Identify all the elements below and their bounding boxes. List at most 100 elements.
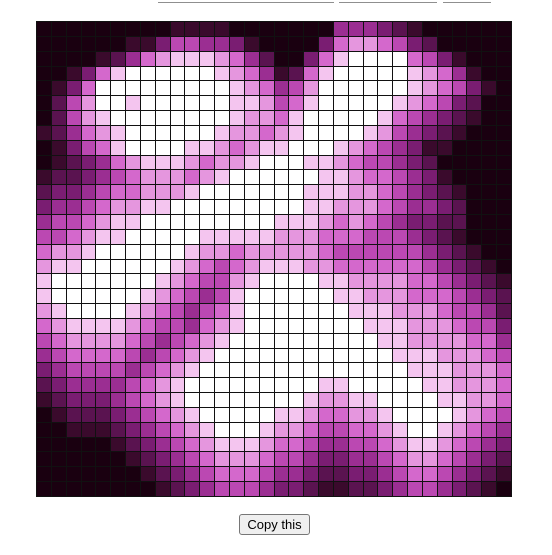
pixel-cell: [467, 155, 482, 170]
pixel-cell: [170, 200, 185, 214]
pixel-cell: [185, 111, 200, 125]
pixel-cell: [185, 274, 200, 289]
pixel-cell: [51, 66, 66, 81]
pixel-cell: [229, 111, 244, 125]
pixel-cell: [66, 304, 81, 318]
pixel-cell: [185, 170, 200, 185]
pixel-cell: [66, 467, 81, 482]
pixel-cell: [289, 36, 304, 51]
pixel-cell: [37, 407, 51, 422]
pixel-cell: [289, 363, 304, 378]
pixel-cell: [333, 244, 348, 259]
pixel-cell: [126, 22, 140, 36]
pixel-cell: [96, 437, 111, 452]
pixel-cell: [333, 437, 348, 452]
pixel-cell: [467, 22, 482, 36]
pixel-cell: [200, 185, 215, 200]
pixel-cell: [170, 363, 185, 378]
pixel-cell: [244, 229, 259, 244]
pixel-cell: [393, 482, 408, 496]
pixel-cell: [155, 96, 170, 111]
pixel-cell: [111, 304, 126, 318]
pixel-cell: [482, 348, 497, 363]
pixel-cell: [229, 155, 244, 170]
pixel-cell: [333, 422, 348, 437]
pixel-cell: [319, 452, 333, 467]
pixel-cell: [319, 467, 333, 482]
pixel-cell: [422, 348, 437, 363]
pixel-cell: [170, 22, 185, 36]
pixel-cell: [422, 81, 437, 96]
pixel-cell: [363, 318, 378, 333]
pixel-cell: [229, 170, 244, 185]
pixel-cell: [155, 378, 170, 393]
pixel-cell: [348, 318, 363, 333]
pixel-cell: [200, 274, 215, 289]
pixel-cell: [200, 22, 215, 36]
pixel-cell: [244, 155, 259, 170]
pixel-cell: [200, 214, 215, 229]
pixel-cell: [348, 81, 363, 96]
pixel-cell: [408, 22, 422, 36]
pixel-cell: [155, 244, 170, 259]
pixel-cell: [96, 125, 111, 140]
pixel-cell: [51, 96, 66, 111]
pixel-cell: [467, 140, 482, 155]
pixel-cell: [437, 378, 452, 393]
pixel-cell: [37, 482, 51, 496]
pixel-cell: [408, 407, 422, 422]
pixel-cell: [363, 452, 378, 467]
pixel-cell: [140, 51, 155, 66]
pixel-cell: [66, 51, 81, 66]
pixel-cell: [422, 170, 437, 185]
pixel-cell: [497, 437, 511, 452]
pixel-cell: [200, 318, 215, 333]
pixel-cell: [422, 214, 437, 229]
pixel-cell: [126, 289, 140, 304]
pixel-cell: [497, 393, 511, 407]
pixel-cell: [363, 96, 378, 111]
pixel-cell: [66, 482, 81, 496]
pixel-cell: [452, 289, 467, 304]
pixel-cell: [229, 482, 244, 496]
pixel-cell: [378, 318, 393, 333]
pixel-cell: [66, 185, 81, 200]
pixel-cell: [422, 244, 437, 259]
copy-button[interactable]: Copy this: [239, 514, 310, 535]
pixel-cell: [140, 140, 155, 155]
pixel-cell: [259, 66, 274, 81]
pixel-cell: [81, 229, 96, 244]
pixel-cell: [319, 289, 333, 304]
pixel-cell: [319, 229, 333, 244]
pixel-cell: [422, 36, 437, 51]
pixel-cell: [111, 51, 126, 66]
pixel-cell: [96, 66, 111, 81]
pixel-cell: [155, 185, 170, 200]
pixel-cell: [497, 422, 511, 437]
pixel-cell: [467, 467, 482, 482]
pixel-cell: [333, 467, 348, 482]
pixel-cell: [378, 155, 393, 170]
pixel-cell: [81, 333, 96, 348]
pixel-cell: [408, 140, 422, 155]
pixel-cell: [244, 66, 259, 81]
pixel-cell: [319, 170, 333, 185]
pixel-cell: [244, 289, 259, 304]
pixel-cell: [37, 140, 51, 155]
pixel-cell: [170, 244, 185, 259]
pixel-cell: [155, 214, 170, 229]
pixel-cell: [229, 318, 244, 333]
pixel-cell: [37, 467, 51, 482]
pixel-cell: [200, 111, 215, 125]
pixel-cell: [363, 185, 378, 200]
pixel-cell: [140, 274, 155, 289]
pixel-cell: [81, 244, 96, 259]
pixel-cell: [259, 125, 274, 140]
pixel-cell: [185, 304, 200, 318]
pixel-cell: [408, 363, 422, 378]
pixel-cell: [363, 140, 378, 155]
pixel-cell: [274, 155, 289, 170]
pixel-cell: [363, 363, 378, 378]
pixel-cell: [482, 111, 497, 125]
pixel-cell: [467, 96, 482, 111]
